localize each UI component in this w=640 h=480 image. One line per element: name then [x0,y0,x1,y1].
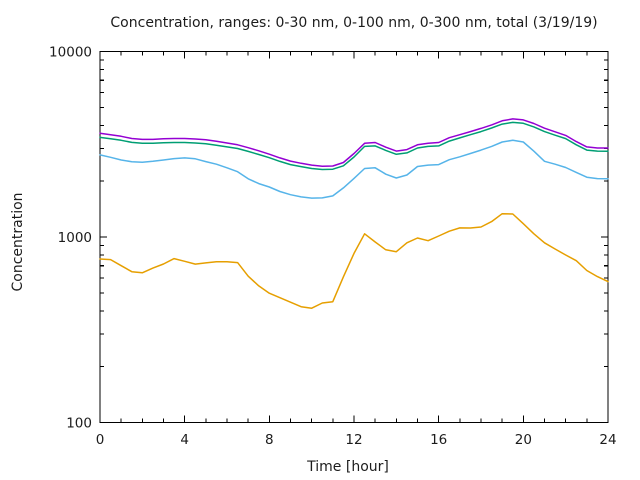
x-tick-label: 4 [180,432,189,448]
x-tick-label: 8 [265,432,274,448]
x-tick-label: 0 [96,432,105,448]
plot-border [99,50,609,424]
y-tick-label: 10000 [49,45,92,61]
x-tick-label: 20 [515,432,532,448]
y-axis-title: Concentration [10,192,26,291]
series-line-0-300-nm [99,121,609,171]
series-line-total [99,118,609,168]
series-line-0-30-nm [99,212,609,309]
x-tick-label: 24 [599,432,616,448]
x-tick-label: 12 [345,432,362,448]
chart-title: Concentration, ranges: 0-30 nm, 0-100 nm… [110,15,597,31]
x-tick-label: 16 [430,432,447,448]
y-tick-label: 1000 [58,230,92,246]
series-line-0-100-nm [99,139,609,199]
plot-area: 0 4 8 12 16 20 24 100 1000 10000 [49,45,617,449]
y-tick-label: 100 [66,416,92,432]
x-axis-title: Time [hour] [306,459,389,475]
